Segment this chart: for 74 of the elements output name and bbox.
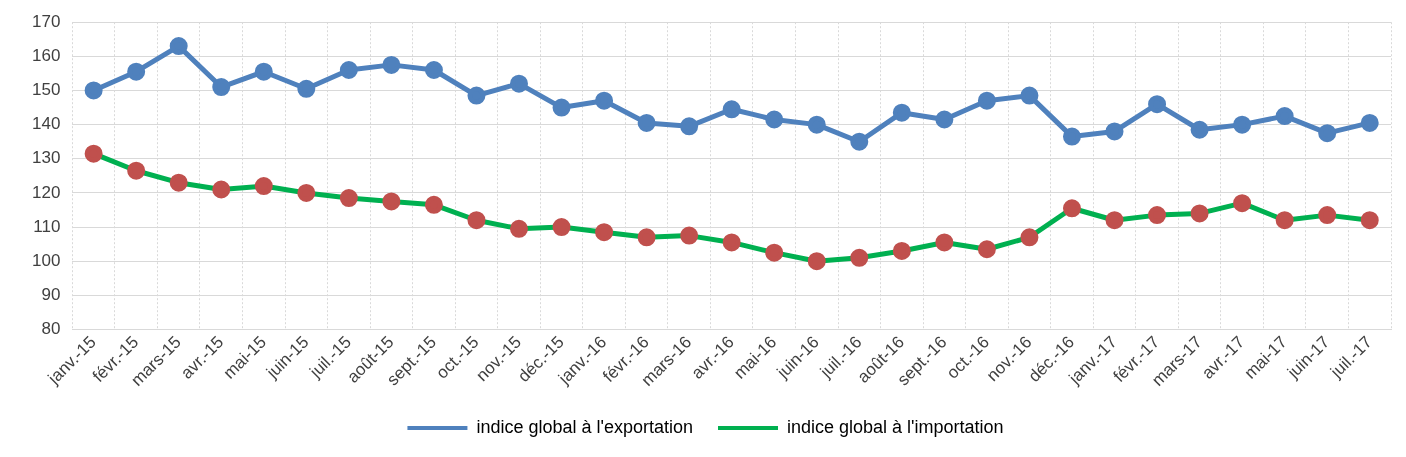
point bbox=[297, 183, 316, 202]
point bbox=[807, 252, 826, 271]
point bbox=[595, 91, 614, 110]
point bbox=[807, 115, 826, 134]
point bbox=[424, 195, 443, 214]
point bbox=[892, 103, 911, 122]
point bbox=[1062, 199, 1081, 218]
point bbox=[722, 233, 741, 252]
point bbox=[382, 192, 401, 211]
point bbox=[552, 98, 571, 117]
legend-label: indice global à l'importation bbox=[787, 416, 1004, 437]
point bbox=[1190, 204, 1209, 223]
point bbox=[637, 228, 656, 247]
point bbox=[637, 113, 656, 132]
point bbox=[84, 144, 103, 163]
y-tick-label: 130 bbox=[31, 148, 61, 168]
point bbox=[680, 117, 699, 136]
point bbox=[254, 177, 273, 196]
point bbox=[1275, 211, 1294, 230]
y-tick-label: 100 bbox=[31, 250, 61, 270]
point bbox=[1190, 120, 1209, 139]
point bbox=[169, 173, 188, 192]
point bbox=[1105, 122, 1124, 141]
y-tick-label: 80 bbox=[41, 319, 61, 339]
point bbox=[424, 61, 443, 79]
point bbox=[1233, 194, 1252, 213]
point bbox=[212, 180, 231, 199]
point bbox=[1360, 113, 1379, 132]
point bbox=[1318, 206, 1337, 225]
point bbox=[1275, 107, 1294, 126]
point bbox=[1020, 228, 1039, 247]
point bbox=[552, 218, 571, 237]
point bbox=[1148, 206, 1167, 225]
y-tick-label: 110 bbox=[33, 216, 61, 236]
legend-label: indice global à l'exportation bbox=[476, 416, 694, 437]
point bbox=[1062, 127, 1081, 146]
point bbox=[765, 110, 784, 129]
point bbox=[892, 241, 911, 260]
point bbox=[1360, 211, 1379, 230]
point bbox=[935, 233, 954, 252]
point bbox=[977, 240, 996, 259]
y-tick-label: 160 bbox=[31, 46, 61, 66]
point bbox=[1020, 86, 1039, 105]
point bbox=[339, 61, 358, 79]
point bbox=[977, 91, 996, 110]
point bbox=[127, 161, 146, 180]
point bbox=[1233, 115, 1252, 134]
point bbox=[510, 74, 528, 93]
y-tick-label: 140 bbox=[31, 114, 61, 134]
point bbox=[254, 62, 273, 81]
point bbox=[212, 78, 231, 97]
point bbox=[850, 248, 869, 267]
point bbox=[1105, 211, 1124, 230]
point bbox=[467, 86, 486, 105]
point bbox=[467, 211, 486, 230]
point bbox=[127, 62, 146, 81]
point bbox=[722, 100, 741, 119]
point bbox=[680, 226, 699, 245]
point bbox=[382, 55, 401, 74]
point bbox=[84, 81, 103, 100]
point bbox=[169, 37, 188, 56]
point bbox=[765, 243, 784, 262]
y-tick-label: 90 bbox=[41, 285, 61, 305]
point bbox=[510, 219, 528, 238]
point bbox=[850, 132, 869, 151]
point bbox=[1318, 124, 1337, 143]
point bbox=[1148, 95, 1167, 114]
point bbox=[297, 79, 316, 98]
y-tick-label: 150 bbox=[31, 80, 61, 100]
y-tick-label: 170 bbox=[31, 11, 61, 31]
y-tick-label: 120 bbox=[31, 182, 61, 202]
point bbox=[339, 189, 358, 208]
point bbox=[595, 223, 614, 242]
point bbox=[935, 110, 954, 129]
